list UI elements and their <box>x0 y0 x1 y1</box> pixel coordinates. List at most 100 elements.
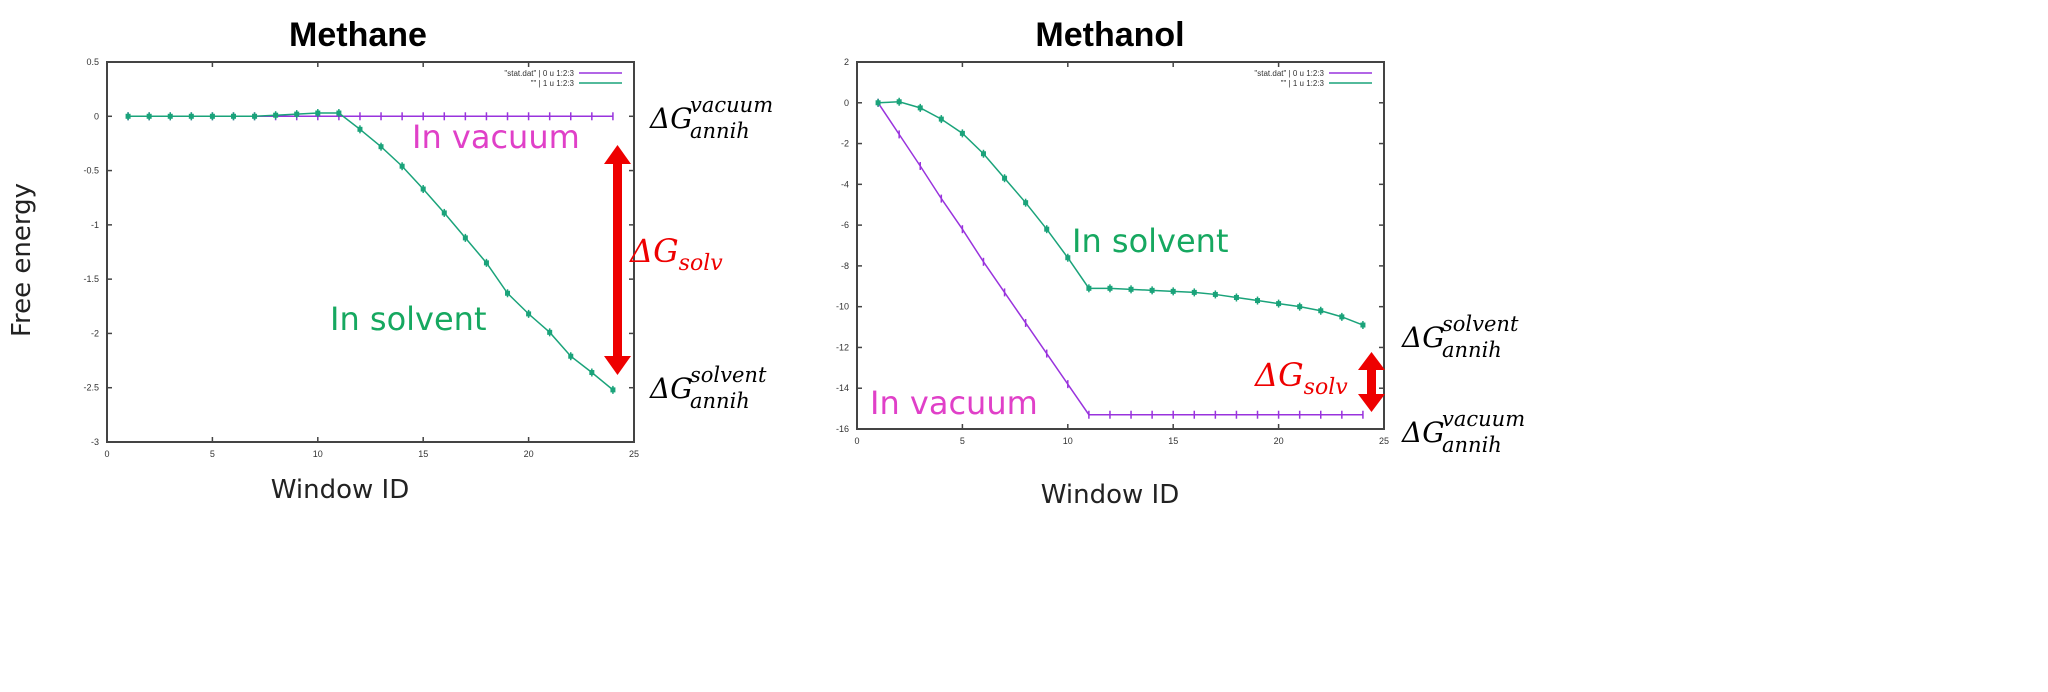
dg-solvent-label: ΔGsolvent annih <box>649 363 767 413</box>
data-point-marker <box>1297 304 1303 310</box>
data-point-marker <box>1212 291 1218 297</box>
solvent-annotation: In solvent <box>1072 222 1228 260</box>
data-point-marker <box>568 353 574 359</box>
chart-title: Methanol <box>1035 16 1184 54</box>
dg-vacuum-label: ΔGvacuum annih <box>1401 407 1525 457</box>
data-point-marker <box>526 311 532 317</box>
data-point-marker <box>1339 314 1345 320</box>
y-tick-label: -2.5 <box>83 383 99 393</box>
y-tick-label: -12 <box>836 342 849 352</box>
data-point-marker <box>610 387 616 393</box>
plot-area: 0 5 10 15 20 25 0.5 0 -0.5 -1 -1.5 -2 -2.5 -3 "stat.da… <box>83 57 639 459</box>
x-tick-label: 10 <box>1063 436 1073 446</box>
x-tick-label: 25 <box>629 449 639 459</box>
data-point-marker <box>273 112 279 118</box>
data-point-marker <box>378 144 384 150</box>
data-point-marker <box>1086 285 1092 291</box>
methane-chart: 0 5 10 15 20 25 0.5 0 -0.5 -1 -1.5 -2 -2.5 -3 "stat.da… <box>83 16 773 505</box>
data-point-marker <box>980 151 986 157</box>
data-point-marker <box>505 290 511 296</box>
data-point-marker <box>1149 287 1155 293</box>
data-point-marker <box>315 110 321 116</box>
y-tick-label: -8 <box>841 261 849 271</box>
x-tick-label: 0 <box>854 436 859 446</box>
x-tick-label: 5 <box>960 436 965 446</box>
data-point-marker <box>209 113 215 119</box>
series-line <box>878 101 1364 326</box>
x-tick-label: 15 <box>418 449 428 459</box>
data-point-marker <box>1255 298 1261 304</box>
x-axis-label: Window ID <box>1041 480 1179 510</box>
data-point-marker <box>938 116 944 122</box>
dg-solv-arrow <box>604 145 631 375</box>
dg-solv-label: ΔGsolv <box>1253 356 1348 400</box>
y-tick-label: -16 <box>836 424 849 434</box>
y-tick-label: 2 <box>844 57 849 67</box>
data-point-marker <box>483 260 489 266</box>
y-tick-label: 0 <box>844 98 849 108</box>
x-tick-label: 5 <box>210 449 215 459</box>
data-point-marker <box>1191 289 1197 295</box>
y-tick-label: 0.5 <box>86 57 99 67</box>
y-tick-label: -1.5 <box>83 274 99 284</box>
dg-vacuum-label: ΔGvacuum annih <box>649 93 773 143</box>
plot-frame <box>856 61 1385 430</box>
data-point-marker <box>1107 285 1113 291</box>
methanol-chart: 0 5 10 15 20 2520-2-4-6-8-10-12-14-16"stat.da… <box>836 16 1525 510</box>
series-in-solvent <box>875 97 1366 330</box>
data-point-marker <box>1318 308 1324 314</box>
vacuum-annotation: In vacuum <box>412 118 580 156</box>
plot-frame <box>106 61 635 443</box>
data-point-marker <box>399 163 405 169</box>
dg-solv-arrow <box>1358 352 1385 412</box>
legend-label: "" | 1 u 1:2:3 <box>1281 79 1325 88</box>
chart-title: Methane <box>289 16 427 54</box>
dg-solv-label: ΔGsolv <box>628 232 723 276</box>
y-tick-label: -2 <box>91 328 99 338</box>
data-point-marker <box>230 113 236 119</box>
x-tick-label: 0 <box>104 449 109 459</box>
legend-label: "stat.dat" | 0 u 1:2:3 <box>504 69 574 78</box>
y-tick-label: 0 <box>94 111 99 121</box>
x-tick-label: 20 <box>524 449 534 459</box>
y-tick-label: -0.5 <box>83 166 99 176</box>
vacuum-annotation: In vacuum <box>870 384 1038 422</box>
y-tick-label: -6 <box>841 220 849 230</box>
data-point-marker <box>1170 288 1176 294</box>
y-tick-label: -2 <box>841 139 849 149</box>
data-point-marker <box>1233 294 1239 300</box>
y-tick-label: -1 <box>91 220 99 230</box>
data-point-marker <box>252 113 258 119</box>
y-tick-label: -10 <box>836 302 849 312</box>
x-axis-label: Window ID <box>271 475 409 505</box>
data-point-marker <box>1023 200 1029 206</box>
data-point-marker <box>589 370 595 376</box>
x-tick-label: 15 <box>1168 436 1178 446</box>
y-tick-label: -14 <box>836 383 849 393</box>
series-in-solvent <box>125 109 616 394</box>
dg-solvent-label: ΔGsolvent annih <box>1401 312 1519 362</box>
x-tick-label: 20 <box>1274 436 1284 446</box>
data-point-marker <box>1044 226 1050 232</box>
data-point-marker <box>959 130 965 136</box>
y-axis-label: Free energy <box>7 183 37 337</box>
data-point-marker <box>547 329 553 335</box>
data-point-marker <box>188 113 194 119</box>
plot-area: 0 5 10 15 20 2520-2-4-6-8-10-12-14-16"stat.da… <box>836 57 1389 446</box>
data-point-marker <box>462 235 468 241</box>
legend-label: "stat.dat" | 0 u 1:2:3 <box>1254 69 1324 78</box>
y-tick-label: -3 <box>91 437 99 447</box>
data-point-marker <box>167 113 173 119</box>
data-point-marker <box>896 99 902 105</box>
legend-label: "" | 1 u 1:2:3 <box>531 79 575 88</box>
x-tick-label: 10 <box>313 449 323 459</box>
series-line <box>128 112 614 391</box>
data-point-marker <box>1065 255 1071 261</box>
data-point-marker <box>1128 286 1134 292</box>
solvent-annotation: In solvent <box>330 300 486 338</box>
data-point-marker <box>1002 175 1008 181</box>
y-tick-label: -4 <box>841 179 849 189</box>
data-point-marker <box>875 100 881 106</box>
data-point-marker <box>336 110 342 116</box>
